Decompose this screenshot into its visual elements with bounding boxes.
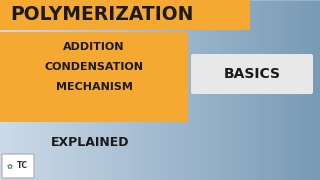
FancyBboxPatch shape [191,54,313,94]
Bar [160,0,320,180]
Text: ✿: ✿ [7,163,13,169]
Text: MECHANISM: MECHANISM [56,82,132,92]
Text: ADDITION: ADDITION [63,42,125,52]
Text: TC: TC [17,161,28,170]
Text: EXPLAINED: EXPLAINED [51,136,129,148]
Text: CONDENSATION: CONDENSATION [44,62,143,72]
Bar [0,0,250,30]
Text: BASICS: BASICS [223,67,281,81]
Text: POLYMERIZATION: POLYMERIZATION [10,6,193,24]
FancyBboxPatch shape [2,154,34,178]
Bar [0,32,188,122]
